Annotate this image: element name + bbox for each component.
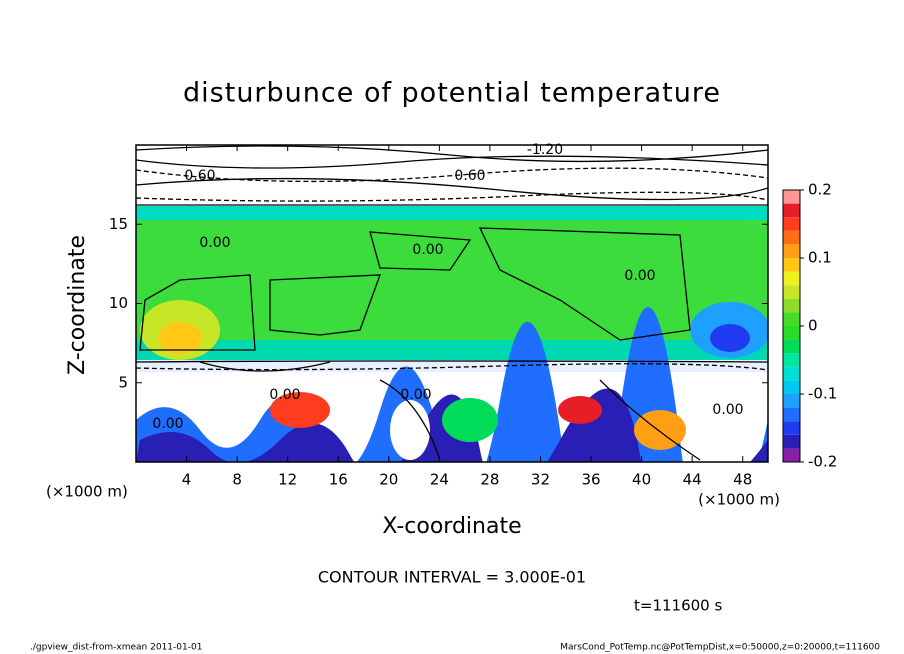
y-tick-label: 15 <box>109 215 128 233</box>
x-axis-label: X-coordinate <box>382 514 521 539</box>
x-tick-label: 20 <box>379 471 398 489</box>
colorbar-segment <box>783 434 800 449</box>
y-tick-label: 10 <box>109 294 128 312</box>
colorbar-segment <box>783 298 800 313</box>
colorbar-segment <box>783 217 800 231</box>
colorbar-segment <box>783 339 800 354</box>
x-tick-label: 44 <box>683 471 702 489</box>
x-tick-label: 24 <box>430 471 449 489</box>
colorbar-segment <box>783 366 800 381</box>
mid-layer-top <box>136 206 768 220</box>
x-tick-label: 48 <box>733 471 752 489</box>
time-label: t=111600 s <box>634 597 722 615</box>
contour-label: 0.00 <box>152 416 183 432</box>
x-tick-label: 8 <box>232 471 242 489</box>
chart-title: disturbunce of potential temperature <box>183 78 721 109</box>
colorbar-segment <box>783 407 800 422</box>
mid-layer <box>136 206 768 360</box>
colorbar-segment <box>783 394 800 408</box>
blob <box>558 396 602 424</box>
blob <box>634 410 686 450</box>
field <box>136 145 768 462</box>
mid-layer-bottom <box>136 340 768 360</box>
x-tick-label: 12 <box>278 471 297 489</box>
colorbar-segment <box>783 353 800 367</box>
contour-label: 0.60 <box>184 168 215 184</box>
footer-left: ./gpview_dist-from-xmean 2011-01-01 <box>30 643 202 653</box>
colorbar-segment <box>783 326 800 340</box>
contours <box>136 145 768 461</box>
contour-label: 0.00 <box>199 235 230 251</box>
contour-interval: CONTOUR INTERVAL = 3.000E-01 <box>318 568 586 587</box>
blob <box>158 322 202 354</box>
x-tick-label: 40 <box>632 471 651 489</box>
colorbar-segment <box>783 380 800 394</box>
blob <box>442 398 498 442</box>
blob <box>390 400 430 460</box>
y-axis-label: Z-coordinate <box>65 235 90 375</box>
contour-label: -1.20 <box>527 142 563 158</box>
y-unit: (×1000 m) <box>46 483 128 501</box>
x-unit: (×1000 m) <box>698 491 780 509</box>
contour-label: 0.00 <box>712 402 743 418</box>
blob <box>700 390 740 450</box>
colorbar-segment <box>783 421 800 435</box>
colorbar-tick-label: -0.2 <box>808 453 837 471</box>
contour-label: 0.60 <box>454 168 485 184</box>
x-tick-label: 36 <box>581 471 600 489</box>
colorbar-segment <box>783 244 800 258</box>
contour-label: 0.00 <box>412 242 443 258</box>
y-tick-label: 5 <box>118 373 128 391</box>
colorbar-tick-label: -0.1 <box>808 385 837 403</box>
colorbar-segment <box>783 203 800 218</box>
contour-label: 0.00 <box>269 387 300 403</box>
colorbar-segment <box>783 230 800 245</box>
x-tick-label: 28 <box>480 471 499 489</box>
contour-label: 0.00 <box>400 387 431 403</box>
contour-label: 0.00 <box>624 268 655 284</box>
x-tick-label: 32 <box>531 471 550 489</box>
colorbar-segment <box>783 271 800 286</box>
blob <box>270 392 330 428</box>
x-tick-label: 4 <box>182 471 192 489</box>
x-tick-label: 16 <box>329 471 348 489</box>
colorbar-segment <box>783 285 800 299</box>
colorbar-segment <box>783 190 800 204</box>
colorbar-tick-label: 0.1 <box>808 249 832 267</box>
colorbar-segment <box>783 448 800 462</box>
footer-right: MarsCond_PotTemp.nc@PotTempDist,x=0:5000… <box>560 643 880 653</box>
colorbar-segment <box>783 312 800 326</box>
blob <box>710 324 750 352</box>
colorbar-tick-label: 0.2 <box>808 181 832 199</box>
colorbar-segment <box>783 258 800 272</box>
colorbar-tick-label: 0 <box>808 317 818 335</box>
